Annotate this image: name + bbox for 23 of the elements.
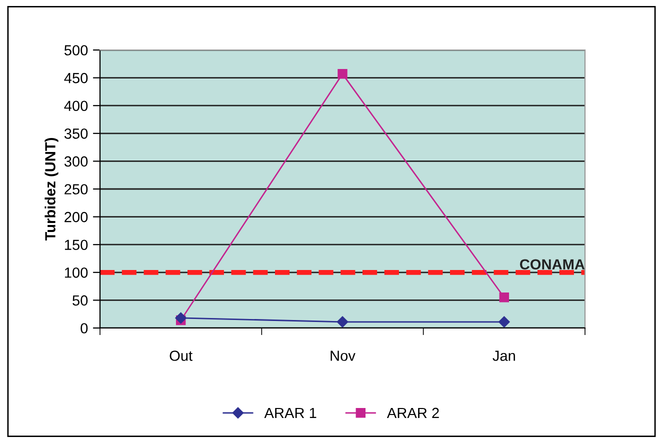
point bbox=[336, 316, 348, 328]
legend-label: ARAR 2 bbox=[386, 408, 439, 418]
ref-line-label: CONAMA bbox=[520, 259, 585, 270]
y-tick-label: 450 bbox=[64, 72, 88, 84]
y-tick-label: 200 bbox=[64, 212, 88, 222]
y-tick-label: 300 bbox=[64, 156, 88, 167]
y-tick-label: 50 bbox=[72, 295, 88, 306]
y-tick-label: 350 bbox=[64, 128, 88, 139]
y-tick-label: 0 bbox=[80, 323, 88, 334]
y-tick-label: 500 bbox=[64, 45, 88, 56]
y-tick-label: 150 bbox=[64, 240, 88, 250]
point bbox=[499, 292, 510, 302]
x-tick-label: Jan bbox=[492, 350, 515, 361]
y-tick-label: 100 bbox=[64, 268, 88, 278]
point bbox=[498, 316, 510, 328]
legend-label: ARAR 1 bbox=[264, 408, 316, 418]
point bbox=[338, 69, 348, 79]
x-tick-label: Nov bbox=[330, 350, 356, 361]
x-tick-label: Out bbox=[170, 350, 192, 361]
y-axis-title: Turbidez (UNT) bbox=[44, 138, 58, 241]
point bbox=[175, 312, 186, 324]
y-tick-label: 400 bbox=[64, 100, 88, 112]
y-tick-label: 250 bbox=[64, 184, 88, 194]
